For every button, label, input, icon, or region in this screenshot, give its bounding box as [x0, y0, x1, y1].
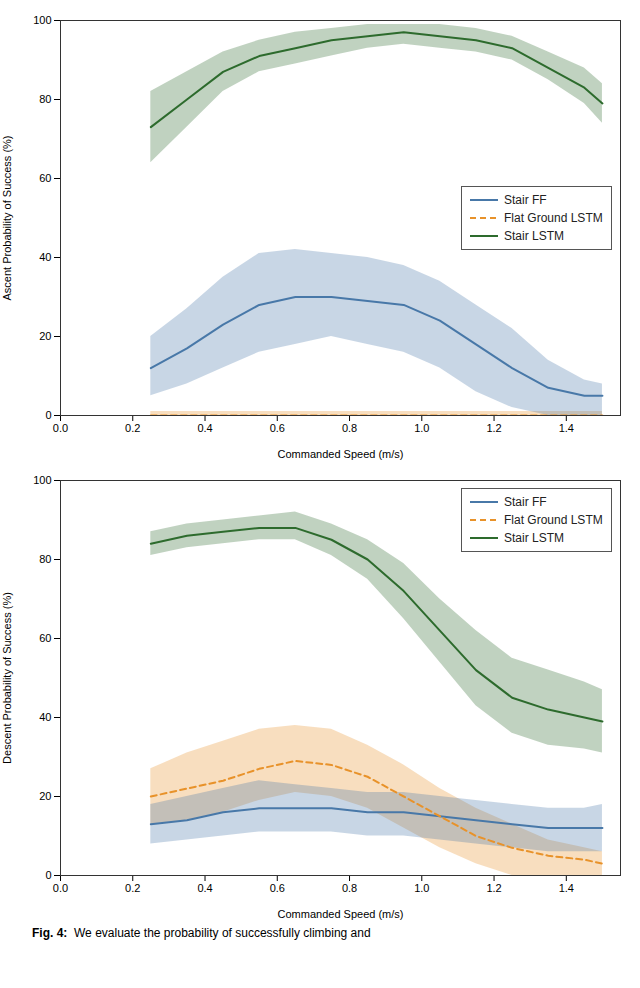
svg-text:0.4: 0.4 — [197, 422, 212, 434]
svg-text:0.6: 0.6 — [270, 422, 285, 434]
svg-text:0.0: 0.0 — [53, 422, 68, 434]
svg-text:100: 100 — [33, 14, 51, 26]
svg-text:0.8: 0.8 — [342, 882, 357, 894]
svg-text:60: 60 — [39, 172, 51, 184]
svg-text:0.4: 0.4 — [197, 882, 212, 894]
svg-text:Commanded Speed (m/s): Commanded Speed (m/s) — [278, 908, 404, 920]
svg-text:40: 40 — [39, 711, 51, 723]
svg-text:1.4: 1.4 — [559, 422, 574, 434]
html-text:Stair LSTM: Stair LSTM — [504, 228, 564, 243]
svg-text:80: 80 — [39, 93, 51, 105]
svg-text:20: 20 — [39, 790, 51, 802]
svg-text:100: 100 — [33, 474, 51, 486]
svg-text:0: 0 — [45, 409, 51, 421]
svg-text:0.6: 0.6 — [270, 882, 285, 894]
html-text:Stair FF: Stair FF — [504, 495, 547, 509]
svg-text:0.8: 0.8 — [342, 422, 357, 434]
svg-text:0.2: 0.2 — [125, 422, 140, 434]
svg-text:Commanded Speed (m/s): Commanded Speed (m/s) — [278, 448, 404, 460]
svg-text:0.0: 0.0 — [53, 882, 68, 894]
svg-text:20: 20 — [39, 330, 51, 342]
svg-text:Descent Probability of Success: Descent Probability of Success (%) — [1, 592, 13, 764]
svg-text:1.2: 1.2 — [486, 882, 501, 894]
html-text:Stair FF: Stair FF — [504, 192, 547, 207]
html-text:Flat Ground LSTM: Flat Ground LSTM — [504, 210, 603, 225]
svg-text:40: 40 — [39, 251, 51, 263]
svg-text:0: 0 — [45, 869, 51, 881]
svg-text:1.4: 1.4 — [559, 882, 574, 894]
svg-text:80: 80 — [39, 553, 51, 565]
html-text:Stair LSTM: Stair LSTM — [504, 531, 564, 545]
html-text:Flat Ground LSTM: Flat Ground LSTM — [504, 513, 603, 527]
svg-text:1.2: 1.2 — [486, 422, 501, 434]
svg-text:60: 60 — [39, 632, 51, 644]
svg-text:1.0: 1.0 — [414, 422, 429, 434]
html-text:Fig. 4: We evaluate the probab: Fig. 4: We evaluate the probability of s… — [32, 926, 371, 940]
svg-text:0.2: 0.2 — [125, 882, 140, 894]
svg-text:Ascent Probability of Success: Ascent Probability of Success (%) — [1, 135, 13, 300]
svg-text:1.0: 1.0 — [414, 882, 429, 894]
